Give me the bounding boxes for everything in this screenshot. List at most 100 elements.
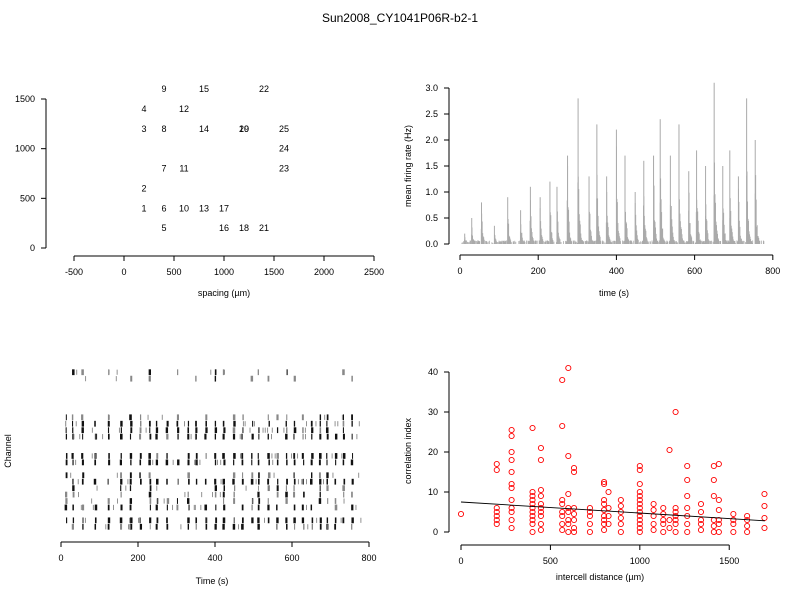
electrode-layout-x-tick-label: 1500 xyxy=(264,267,284,277)
correlation-point xyxy=(529,516,536,524)
electrode-label-8: 8 xyxy=(161,124,166,134)
correlation-point xyxy=(508,496,515,504)
firing-rate-y-tick-label: 2.5 xyxy=(425,109,438,119)
correlation-point xyxy=(570,524,578,532)
correlation-point xyxy=(508,524,515,532)
correlation-point xyxy=(559,520,566,528)
correlation-point xyxy=(684,528,691,536)
correlation-y-tick-label: 40 xyxy=(428,367,438,377)
electrode-layout-x-tick-label: 1000 xyxy=(214,267,234,277)
electrode-label-20: 20 xyxy=(239,124,249,134)
correlation-point xyxy=(684,462,691,470)
electrode-label-16: 16 xyxy=(219,223,229,233)
correlation-point xyxy=(601,526,608,534)
correlation-point xyxy=(559,496,566,504)
firing-rate-y-tick-label: 0.5 xyxy=(425,213,438,223)
correlation-point xyxy=(636,466,643,474)
correlation-y-tick-label: 10 xyxy=(428,487,438,497)
correlation-point xyxy=(617,496,624,504)
correlation-point xyxy=(565,528,572,536)
firing-rate-y-tick-label: 1.5 xyxy=(425,161,438,171)
correlation-point xyxy=(650,526,657,534)
raster-x-tick-label: 400 xyxy=(207,553,222,563)
electrode-layout-y-tick-label: 500 xyxy=(20,193,35,203)
correlation-point xyxy=(605,504,612,512)
electrode-label-13: 13 xyxy=(199,203,209,213)
correlation-point xyxy=(636,516,643,524)
correlation-point xyxy=(636,508,643,516)
correlation-point xyxy=(559,508,566,516)
correlation-point xyxy=(537,456,544,464)
correlation-point xyxy=(565,508,572,516)
correlation-x-tick-label: 1500 xyxy=(719,556,739,566)
electrode-label-14: 14 xyxy=(199,124,209,134)
correlation-ylabel: correlation index xyxy=(403,417,413,484)
electrode-label-22: 22 xyxy=(259,84,269,94)
correlation-point xyxy=(636,496,643,504)
raster-spikes xyxy=(64,369,362,530)
firing-rate-x-tick-label: 0 xyxy=(457,266,462,276)
raster-xlabel: Time (s) xyxy=(196,576,229,586)
correlation-point xyxy=(715,520,722,528)
correlation-point xyxy=(601,478,608,486)
correlation-point xyxy=(636,480,643,488)
electrode-label-7: 7 xyxy=(161,164,166,174)
correlation-point xyxy=(636,488,643,496)
correlation-point xyxy=(605,520,612,528)
correlation-point xyxy=(761,490,768,498)
correlation-point xyxy=(508,432,515,440)
correlation-point xyxy=(508,426,515,434)
correlation-point xyxy=(617,528,624,536)
correlation-point xyxy=(697,520,705,528)
correlation-point xyxy=(672,512,679,520)
correlation-point xyxy=(529,492,536,500)
correlation-point xyxy=(537,520,544,528)
electrode-label-2: 2 xyxy=(141,183,146,193)
correlation-point xyxy=(697,516,705,524)
correlation-x-tick-label: 1000 xyxy=(630,556,650,566)
correlation-point xyxy=(529,424,536,432)
correlation-point xyxy=(715,496,722,504)
electrode-layout-xlabel: spacing (µm) xyxy=(198,288,250,298)
correlation-point xyxy=(710,476,717,484)
correlation-x-tick-label: 500 xyxy=(543,556,558,566)
correlation-point xyxy=(744,512,751,520)
electrode-label-5: 5 xyxy=(161,223,166,233)
correlation-point xyxy=(617,502,624,510)
correlation-point xyxy=(570,464,578,472)
correlation-point xyxy=(586,512,593,520)
correlation-point xyxy=(650,512,657,520)
correlation-point xyxy=(601,516,608,524)
electrode-layout-y-tick-label: 1000 xyxy=(15,144,35,154)
correlation-xlabel: intercell distance (µm) xyxy=(556,572,644,582)
correlation-point xyxy=(537,508,544,516)
correlation-point xyxy=(457,510,465,518)
firing-rate-xlabel: time (s) xyxy=(599,288,629,298)
electrode-label-4: 4 xyxy=(141,104,146,114)
correlation-point xyxy=(672,504,679,512)
raster-x-tick-label: 600 xyxy=(284,553,299,563)
correlation-point xyxy=(493,520,500,528)
correlation-point xyxy=(605,488,612,496)
electrode-label-3: 3 xyxy=(141,124,146,134)
electrode-layout-x-tick-label: 0 xyxy=(121,267,126,277)
firing-rate-x-tick-label: 600 xyxy=(687,266,702,276)
electrode-label-24: 24 xyxy=(279,144,289,154)
electrode-label-6: 6 xyxy=(161,203,166,213)
correlation-point xyxy=(744,522,751,530)
correlation-axes: 0 500 1000 1500 0 10 20 30 40 xyxy=(428,367,739,566)
correlation-point xyxy=(697,508,705,516)
correlation-point xyxy=(617,514,624,522)
electrode-label-25: 25 xyxy=(279,124,289,134)
correlation-point xyxy=(586,508,593,516)
electrode-label-15: 15 xyxy=(199,84,209,94)
firing-rate-panel: 0 200 400 600 800 0.0 0.5 1.0 1.5 2.0 2.5 3.0 time … xyxy=(403,82,780,298)
correlation-point xyxy=(710,522,717,530)
electrode-label-10: 10 xyxy=(179,203,189,213)
correlation-point xyxy=(493,508,500,516)
correlation-point xyxy=(636,500,643,508)
correlation-point xyxy=(586,528,593,536)
correlation-point xyxy=(586,520,593,528)
correlation-point xyxy=(710,492,717,500)
correlation-point xyxy=(508,468,515,476)
